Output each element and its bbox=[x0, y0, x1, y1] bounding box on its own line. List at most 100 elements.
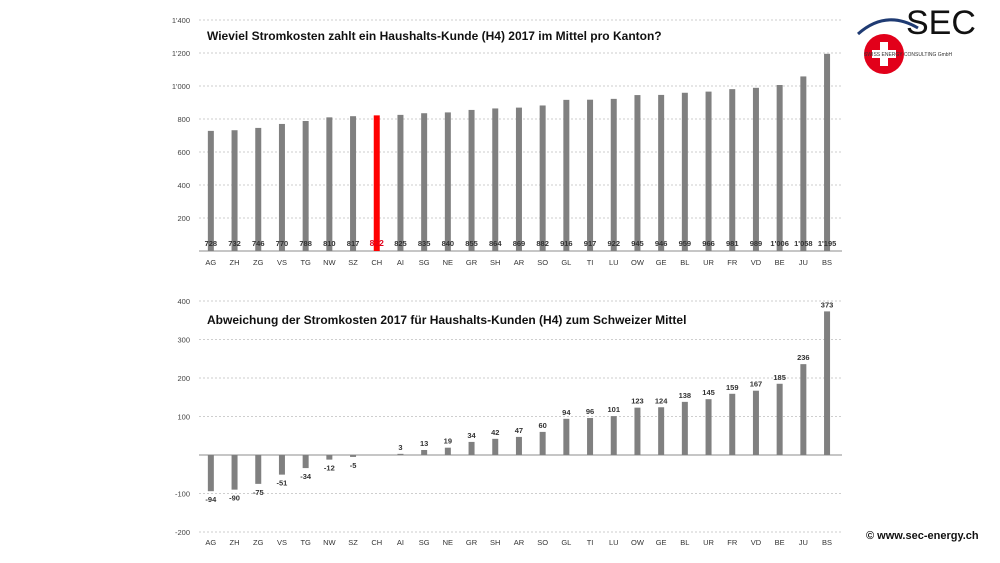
chart-bottom-categories: AG ZH ZG VS TG NW SZ CH AI SG NE GR SH AR SO GL TI LU OW GE… bbox=[205, 538, 832, 547]
bar-ch bbox=[373, 115, 380, 252]
bar-ar bbox=[515, 436, 522, 455]
data-label-ur: 145 bbox=[702, 388, 715, 397]
data-label-be: 1'006 bbox=[770, 239, 788, 248]
bar-nw bbox=[326, 455, 333, 460]
category-label-ar: AR bbox=[514, 258, 525, 267]
chart-bottom-bars bbox=[207, 311, 831, 492]
data-label-be: 185 bbox=[773, 373, 786, 382]
category-label-sg: SG bbox=[419, 538, 430, 547]
category-label-gl: GL bbox=[561, 538, 571, 547]
data-label-ai: 3 bbox=[398, 443, 402, 452]
category-label-sz: SZ bbox=[348, 258, 358, 267]
data-label-gl: 94 bbox=[562, 408, 571, 417]
bar-lu bbox=[610, 416, 617, 455]
chart-top-title: Wieviel Stromkosten zahlt ein Haushalts-… bbox=[207, 29, 662, 43]
y-tick-label: 800 bbox=[177, 115, 190, 124]
category-label-zh: ZH bbox=[230, 538, 240, 547]
category-label-sh: SH bbox=[490, 538, 500, 547]
bar-zg bbox=[255, 127, 262, 251]
bar-be bbox=[776, 85, 783, 251]
bar-ge bbox=[658, 94, 665, 251]
data-label-tg: 788 bbox=[299, 239, 312, 248]
data-label-ch: 822 bbox=[370, 238, 384, 248]
bar-vd bbox=[752, 390, 759, 455]
category-label-fr: FR bbox=[727, 258, 738, 267]
bar-fr bbox=[729, 393, 736, 455]
category-label-lu: LU bbox=[609, 258, 619, 267]
category-label-ow: OW bbox=[631, 538, 645, 547]
category-label-ow: OW bbox=[631, 258, 645, 267]
category-label-tg: TG bbox=[300, 538, 311, 547]
chart-bottom-deviation: Abweichung der Stromkosten 2017 für Haus… bbox=[175, 297, 842, 547]
bar-gl bbox=[563, 99, 570, 251]
data-label-zg: 746 bbox=[252, 239, 265, 248]
y-tick-label: 1'200 bbox=[172, 49, 190, 58]
bar-ge bbox=[658, 407, 665, 455]
bar-bl bbox=[681, 92, 688, 251]
category-label-ch: CH bbox=[371, 258, 382, 267]
data-label-ow: 123 bbox=[631, 397, 644, 406]
bar-ai bbox=[397, 114, 404, 251]
chart-top-y-ticks: 200 400 600 800 1'000 1'200 1'400 bbox=[172, 16, 190, 223]
category-label-gl: GL bbox=[561, 258, 571, 267]
data-label-ju: 236 bbox=[797, 353, 810, 362]
bar-tg bbox=[302, 455, 309, 469]
bar-nw bbox=[326, 117, 333, 251]
y-tick-label: -200 bbox=[175, 528, 190, 537]
category-label-ai: AI bbox=[397, 258, 404, 267]
logo-arc-icon bbox=[857, 18, 919, 36]
bar-ne bbox=[444, 447, 451, 455]
logo-subtitle: SWISS ENERGY CONSULTING GmbH bbox=[864, 52, 953, 58]
data-label-so: 882 bbox=[536, 239, 549, 248]
data-label-vs: -51 bbox=[277, 479, 288, 488]
bar-zg bbox=[255, 455, 262, 484]
sec-logo-graphic: SEC SWISS ENERGY CONSULTING GmbH bbox=[857, 4, 976, 74]
data-label-nw: 810 bbox=[323, 239, 336, 248]
data-label-ow: 945 bbox=[631, 239, 644, 248]
bar-so bbox=[539, 105, 546, 251]
bar-ne bbox=[444, 112, 451, 252]
data-label-zg: -75 bbox=[253, 488, 264, 497]
category-label-ch: CH bbox=[371, 538, 382, 547]
bar-ju bbox=[800, 364, 807, 455]
data-label-zh: -90 bbox=[229, 494, 240, 503]
bar-vd bbox=[752, 87, 759, 251]
category-label-ju: JU bbox=[799, 538, 808, 547]
data-label-ti: 96 bbox=[586, 407, 594, 416]
category-label-sz: SZ bbox=[348, 538, 358, 547]
category-label-vs: VS bbox=[277, 538, 287, 547]
bar-ow bbox=[634, 95, 641, 251]
data-label-lu: 922 bbox=[607, 239, 620, 248]
chart-bottom-gridlines bbox=[199, 300, 842, 533]
data-label-gr: 34 bbox=[467, 431, 476, 440]
category-label-vd: VD bbox=[751, 258, 762, 267]
data-label-sg: 835 bbox=[418, 239, 431, 248]
chart-bottom-y-ticks: -200 -100 100 200 300 400 bbox=[175, 297, 190, 537]
data-label-sz: -5 bbox=[350, 461, 357, 470]
category-label-ar: AR bbox=[514, 538, 525, 547]
category-label-ur: UR bbox=[703, 538, 714, 547]
category-label-vd: VD bbox=[751, 538, 762, 547]
data-label-sh: 864 bbox=[489, 239, 502, 248]
data-label-vd: 167 bbox=[750, 380, 763, 389]
category-label-ju: JU bbox=[799, 258, 808, 267]
chart-top-canton-costs: Wieviel Stromkosten zahlt ein Haushalts-… bbox=[172, 16, 842, 267]
y-tick-label: 400 bbox=[177, 181, 190, 190]
bar-so bbox=[539, 431, 546, 455]
category-label-vs: VS bbox=[277, 258, 287, 267]
category-label-ne: NE bbox=[443, 538, 453, 547]
chart-bottom-data-labels: -94 -90 -75 -51 -34 -12 -5 3 13 19 34 42 47 60 94 96 101… bbox=[205, 300, 833, 504]
category-label-ag: AG bbox=[205, 538, 216, 547]
data-label-ne: 840 bbox=[442, 239, 455, 248]
category-label-sg: SG bbox=[419, 258, 430, 267]
category-label-ti: TI bbox=[587, 258, 594, 267]
bar-sg bbox=[421, 449, 428, 455]
copyright-text: © www.sec-energy.ch bbox=[866, 530, 979, 542]
bar-ti bbox=[587, 418, 594, 455]
category-label-be: BE bbox=[775, 538, 785, 547]
category-label-ur: UR bbox=[703, 258, 714, 267]
category-label-fr: FR bbox=[727, 538, 738, 547]
sec-logo: SEC SWISS ENERGY CONSULTING GmbH bbox=[856, 4, 986, 76]
data-label-bs: 1'195 bbox=[818, 239, 836, 248]
data-label-ar: 869 bbox=[513, 239, 526, 248]
